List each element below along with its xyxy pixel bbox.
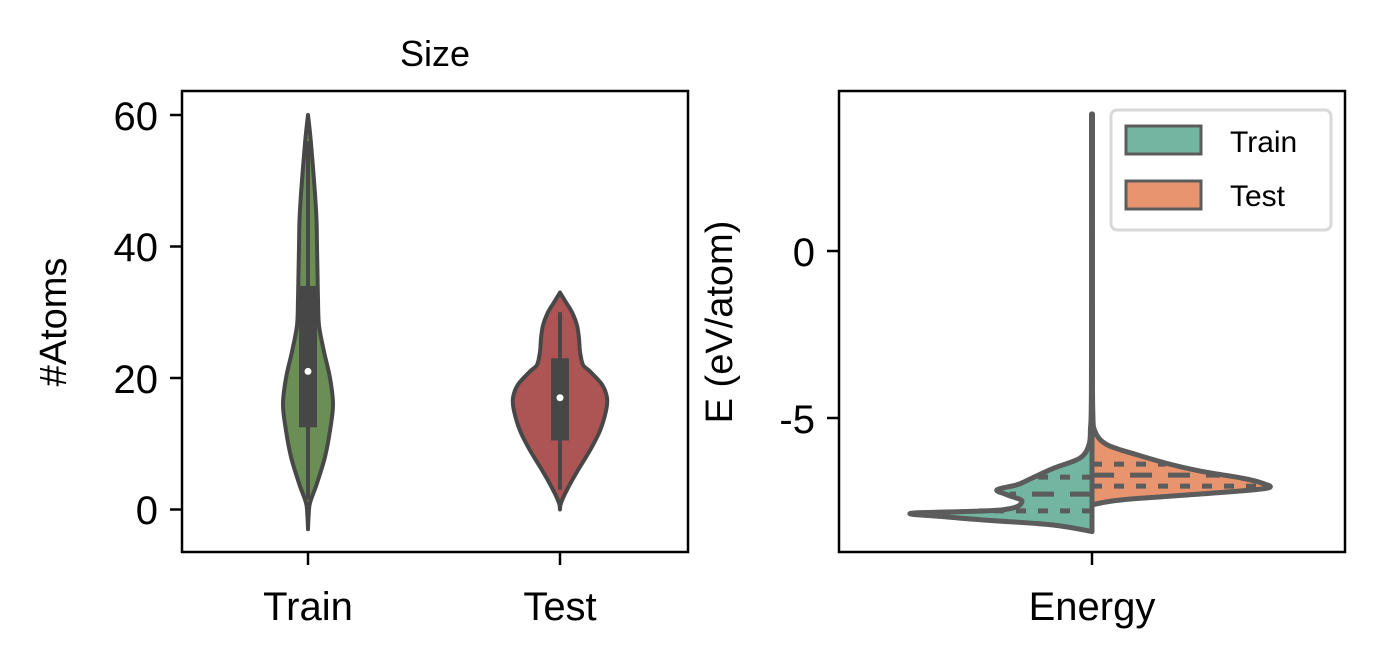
y-axis-label: #Atoms [33,258,75,387]
median-marker [556,394,564,402]
size-violins [281,113,610,532]
y-tick-label: 60 [114,95,159,139]
legend-label-test: Test [1230,180,1286,213]
x-tick-label: Energy [1029,585,1156,629]
violin-half-test [1092,114,1271,505]
median-marker [304,367,312,375]
y-tick-label: 40 [114,226,159,270]
energy-panel: 0 -5 Energy E (eV/atom) Train Test [699,89,1347,629]
iqr-box [299,285,317,428]
legend-label-train: Train [1230,126,1297,159]
y-tick-label: 0 [793,231,815,275]
x-axis: Energy [1029,552,1156,629]
y-tick-label: 20 [114,358,159,402]
y-tick-label: 0 [136,489,158,533]
x-tick-label: Train [263,585,353,629]
panel-title: Size [400,33,470,74]
legend-swatch-train [1124,124,1203,156]
violin-half-train [909,114,1092,532]
y-axis-label: E (eV/atom) [699,221,741,424]
x-axis: Train Test [263,552,597,629]
legend-swatch-test [1124,179,1203,211]
legend: Train Test [1109,108,1333,232]
y-axis: 60 40 20 0 [114,95,182,533]
size-panel: Size 60 40 20 0 Train Test #Atoms [33,33,690,629]
y-tick-label: -5 [779,398,815,442]
x-tick-label: Test [523,585,596,629]
axes-frame [180,89,690,554]
energy-violins [907,111,1273,535]
y-axis: 0 -5 [779,231,839,442]
